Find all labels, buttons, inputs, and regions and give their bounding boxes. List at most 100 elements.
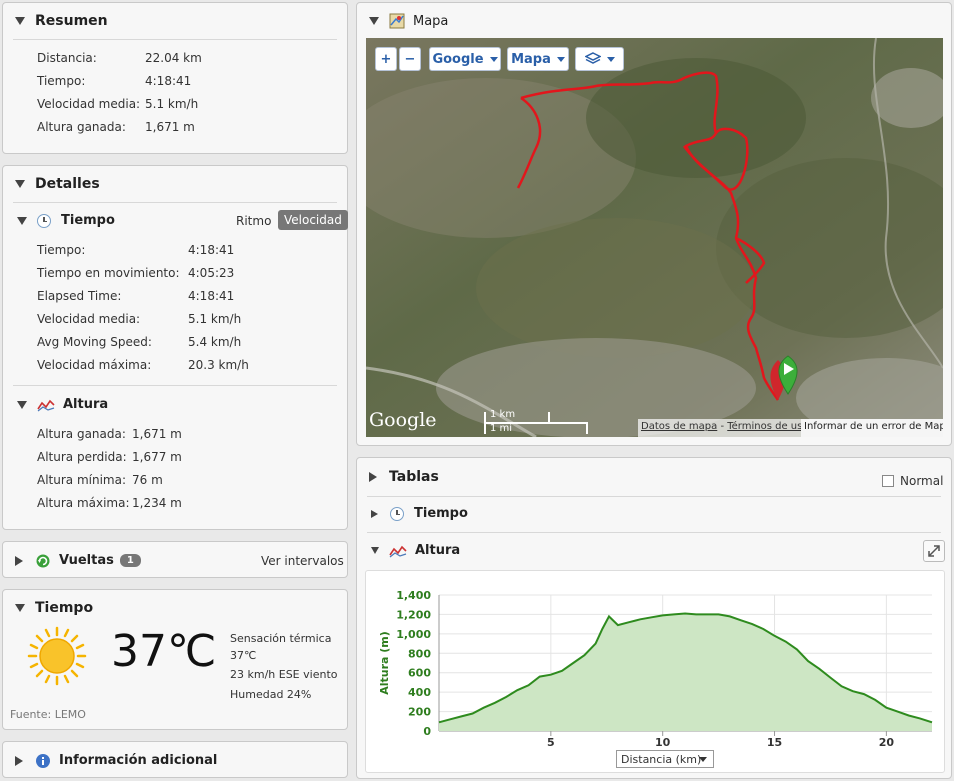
resumen-header[interactable]: Resumen (3, 3, 347, 39)
detalles-header[interactable]: Detalles (3, 166, 347, 202)
detail-label: Velocidad máxima: (37, 358, 152, 372)
detail-value: 4:05:23 (188, 266, 235, 280)
satellite-terrain (366, 38, 943, 437)
y-tick-label: 1,400 (396, 589, 431, 602)
y-tick-label: 0 (423, 725, 431, 738)
wind-value: 23 km/h ESE viento (230, 668, 338, 681)
terms-link[interactable]: Términos de uso (727, 421, 809, 432)
tablas-altura-label: Altura (415, 543, 461, 558)
detail-label: Tiempo: (37, 243, 86, 257)
y-tick-label: 600 (408, 667, 431, 680)
normal-checkbox[interactable] (882, 475, 894, 487)
info-icon (36, 753, 50, 768)
chevron-down-icon (556, 56, 565, 62)
weather-header[interactable]: Tiempo (3, 590, 347, 626)
tiempo-subheader[interactable]: Tiempo (17, 213, 115, 228)
collapse-icon (17, 400, 27, 409)
tablas-title: Tablas (389, 469, 439, 485)
zoom-out-button[interactable]: − (399, 47, 421, 71)
normal-toggle[interactable]: Normal (882, 474, 943, 488)
detail-label: Elapsed Time: (37, 289, 122, 303)
detail-value: 5.1 km/h (188, 312, 242, 326)
velocidad-button[interactable]: Velocidad (278, 210, 348, 230)
detalles-panel: Detalles Tiempo Ritmo Velocidad Tiempo: … (2, 165, 348, 530)
map-data-link[interactable]: Datos de mapa (641, 421, 718, 432)
divider (13, 39, 337, 40)
attribution-separator: - (717, 421, 728, 432)
tablas-tiempo-row[interactable]: Tiempo (371, 506, 468, 521)
vueltas-header[interactable]: Vueltas 1 (3, 542, 347, 579)
info-panel: Información adicional (2, 741, 348, 778)
altura-subheader[interactable]: Altura (17, 397, 108, 412)
x-tick-label: 5 (547, 736, 555, 749)
tablas-tiempo-label: Tiempo (414, 506, 468, 521)
elevation-area (439, 613, 932, 731)
detail-label: Avg Moving Speed: (37, 335, 152, 349)
vueltas-panel: Vueltas 1 Ver intervalos (2, 541, 348, 578)
divider (367, 496, 941, 497)
detail-label: Velocidad media: (37, 312, 141, 326)
layers-icon (584, 52, 601, 64)
elevation-chart-icon (389, 545, 407, 557)
laps-count-badge: 1 (119, 554, 141, 567)
detail-label: Tiempo en movimiento: (37, 266, 180, 280)
elevation-chart-icon (37, 399, 55, 411)
collapse-icon (15, 604, 25, 612)
info-header[interactable]: Información adicional (3, 742, 347, 779)
humidity-value: Humedad 24% (230, 688, 312, 701)
tablas-altura-row[interactable]: Altura (371, 543, 460, 558)
detail-label: Altura máxima: (37, 496, 130, 510)
weather-panel: Tiempo 37℃ Sensación térmica 37℃ 23 km/h… (2, 589, 348, 730)
zoom-in-button[interactable]: + (375, 47, 397, 71)
scale-mi-label: 1 mi (490, 423, 513, 434)
collapse-icon (17, 216, 27, 225)
collapse-icon (15, 17, 25, 25)
collapse-icon (369, 17, 379, 25)
y-tick-label: 1,200 (396, 608, 431, 621)
resumen-value: 1,671 m (145, 120, 195, 134)
clock-icon (390, 506, 404, 521)
chart-container: 0 200 400 600 800 1,000 1,200 1,400 5 10 15 20 Altur… (365, 570, 945, 773)
expand-icon (369, 472, 377, 482)
collapse-icon (15, 180, 25, 188)
resumen-value: 22.04 km (145, 51, 202, 65)
tablas-header[interactable]: Tablas (357, 458, 951, 496)
expand-icon (371, 509, 378, 518)
ver-intervalos-link[interactable]: Ver intervalos (261, 554, 344, 568)
fullscreen-button[interactable] (923, 540, 945, 562)
detail-value: 1,671 m (132, 427, 182, 441)
y-tick-label: 800 (408, 647, 431, 660)
map-view[interactable]: + − Google Mapa Google 1 km 1 mi Datos d… (366, 38, 943, 437)
vueltas-title: Vueltas (59, 553, 114, 568)
feels-like-value: 37℃ (230, 649, 257, 662)
weather-source: Fuente: LEMO (10, 708, 86, 721)
map-provider-dropdown[interactable]: Google (429, 47, 501, 71)
map-layers-dropdown[interactable] (575, 47, 624, 71)
map-type-dropdown[interactable]: Mapa (507, 47, 569, 71)
resumen-label: Velocidad media: (37, 97, 141, 111)
y-tick-label: 400 (408, 686, 431, 699)
elevation-line (438, 612, 933, 724)
laps-icon (36, 554, 50, 567)
collapse-icon (371, 547, 379, 554)
tiempo-subtitle: Tiempo (61, 213, 115, 228)
divider (13, 385, 337, 386)
google-logo: Google (369, 409, 437, 431)
ritmo-button[interactable]: Ritmo (236, 214, 272, 228)
x-axis-select-label: Distancia (km) (621, 752, 702, 766)
detail-value: 1,234 m (132, 496, 182, 510)
x-tick-label: 20 (879, 736, 895, 749)
elevation-chart[interactable]: 0 200 400 600 800 1,000 1,200 1,400 5 10 15 20 Altur… (366, 571, 946, 774)
y-tick-label: 200 (408, 706, 431, 719)
clock-icon (37, 213, 51, 228)
map-provider-label: Google (432, 51, 484, 67)
detail-value: 5.4 km/h (188, 335, 242, 349)
detail-value: 4:18:41 (188, 289, 235, 303)
weather-title: Tiempo (35, 600, 94, 616)
report-map-error-link[interactable]: Informar de un error de Maps (801, 419, 943, 437)
map-icon (389, 13, 405, 29)
resumen-value: 4:18:41 (145, 74, 192, 88)
x-axis-select[interactable]: Distancia (km) (616, 750, 714, 768)
expand-icon (15, 755, 23, 766)
map-header[interactable]: Mapa (357, 3, 951, 39)
